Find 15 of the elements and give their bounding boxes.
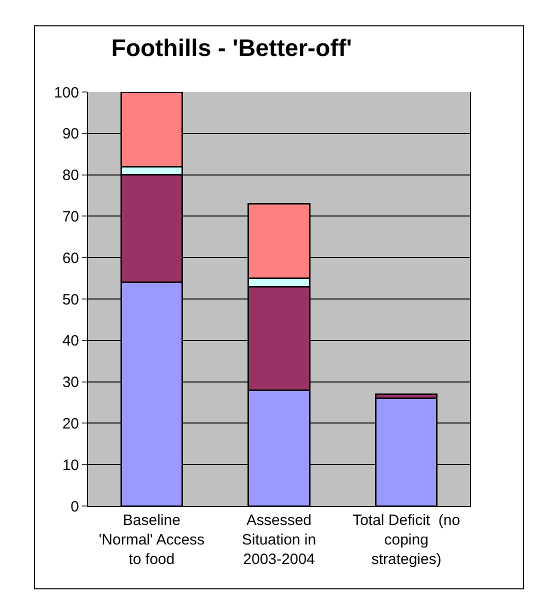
y-tick-label: 40 xyxy=(62,332,79,350)
y-tick-label: 60 xyxy=(62,250,79,267)
y-tick-label: 90 xyxy=(62,126,79,143)
chart-title: Foothills - 'Better-off' xyxy=(111,35,352,62)
y-tick-label: 50 xyxy=(62,291,79,308)
y-tick-label: 0 xyxy=(70,498,79,516)
y-tick-label: 100 xyxy=(54,84,79,102)
x-tick-label: Baseline 'Normal' Access to food xyxy=(98,512,205,568)
x-tick-label: Assessed Situation in 2003-2004 xyxy=(242,512,316,568)
y-tick-label: 10 xyxy=(62,456,79,474)
x-tick-label: Total Deficit (no coping strategies) xyxy=(352,512,460,568)
y-tick-label: 30 xyxy=(62,374,79,392)
y-tick-label: 80 xyxy=(62,167,79,184)
y-tick-label: 70 xyxy=(62,208,79,226)
y-tick-label: 20 xyxy=(62,415,79,432)
